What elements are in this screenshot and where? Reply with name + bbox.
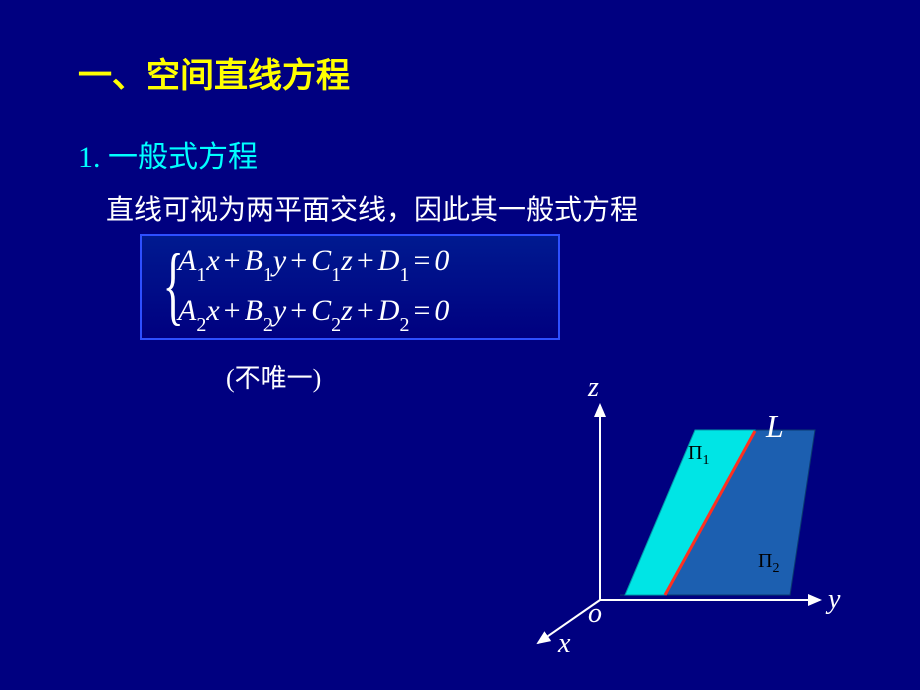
pi2-label: Π2 [758,550,779,577]
eq2-B: B2 [245,294,273,327]
eq2-D: D2 [378,294,410,327]
diagram-svg [470,370,870,670]
section-title: 一、空间直线方程 [78,48,350,97]
line-L-label: L [766,408,784,445]
note-text: (不唯一) [226,358,321,395]
origin-label: o [588,598,602,630]
equation-line-1: A1x+B1y+C1z+D1=0 [178,244,449,283]
eq1-C: C1 [311,244,341,277]
eq2-C: C2 [311,294,341,327]
subsection-title: 1. 一般式方程 [78,132,258,176]
eq1-B: B1 [245,244,273,277]
diagram-3d: z y x o L Π1 Π2 [470,370,870,670]
eq1-A: A1 [178,244,206,277]
axis-x-label: x [558,628,570,660]
eq2-A: A2 [178,294,206,327]
eq1-D: D1 [378,244,410,277]
narrative-text: 直线可视为两平面交线，因此其一般式方程 [106,188,638,228]
equation-line-2: A2x+B2y+C2z+D2=0 [178,294,449,333]
axis-y-label: y [828,584,840,616]
pi1-label: Π1 [688,442,709,469]
axis-z-label: z [588,372,599,404]
